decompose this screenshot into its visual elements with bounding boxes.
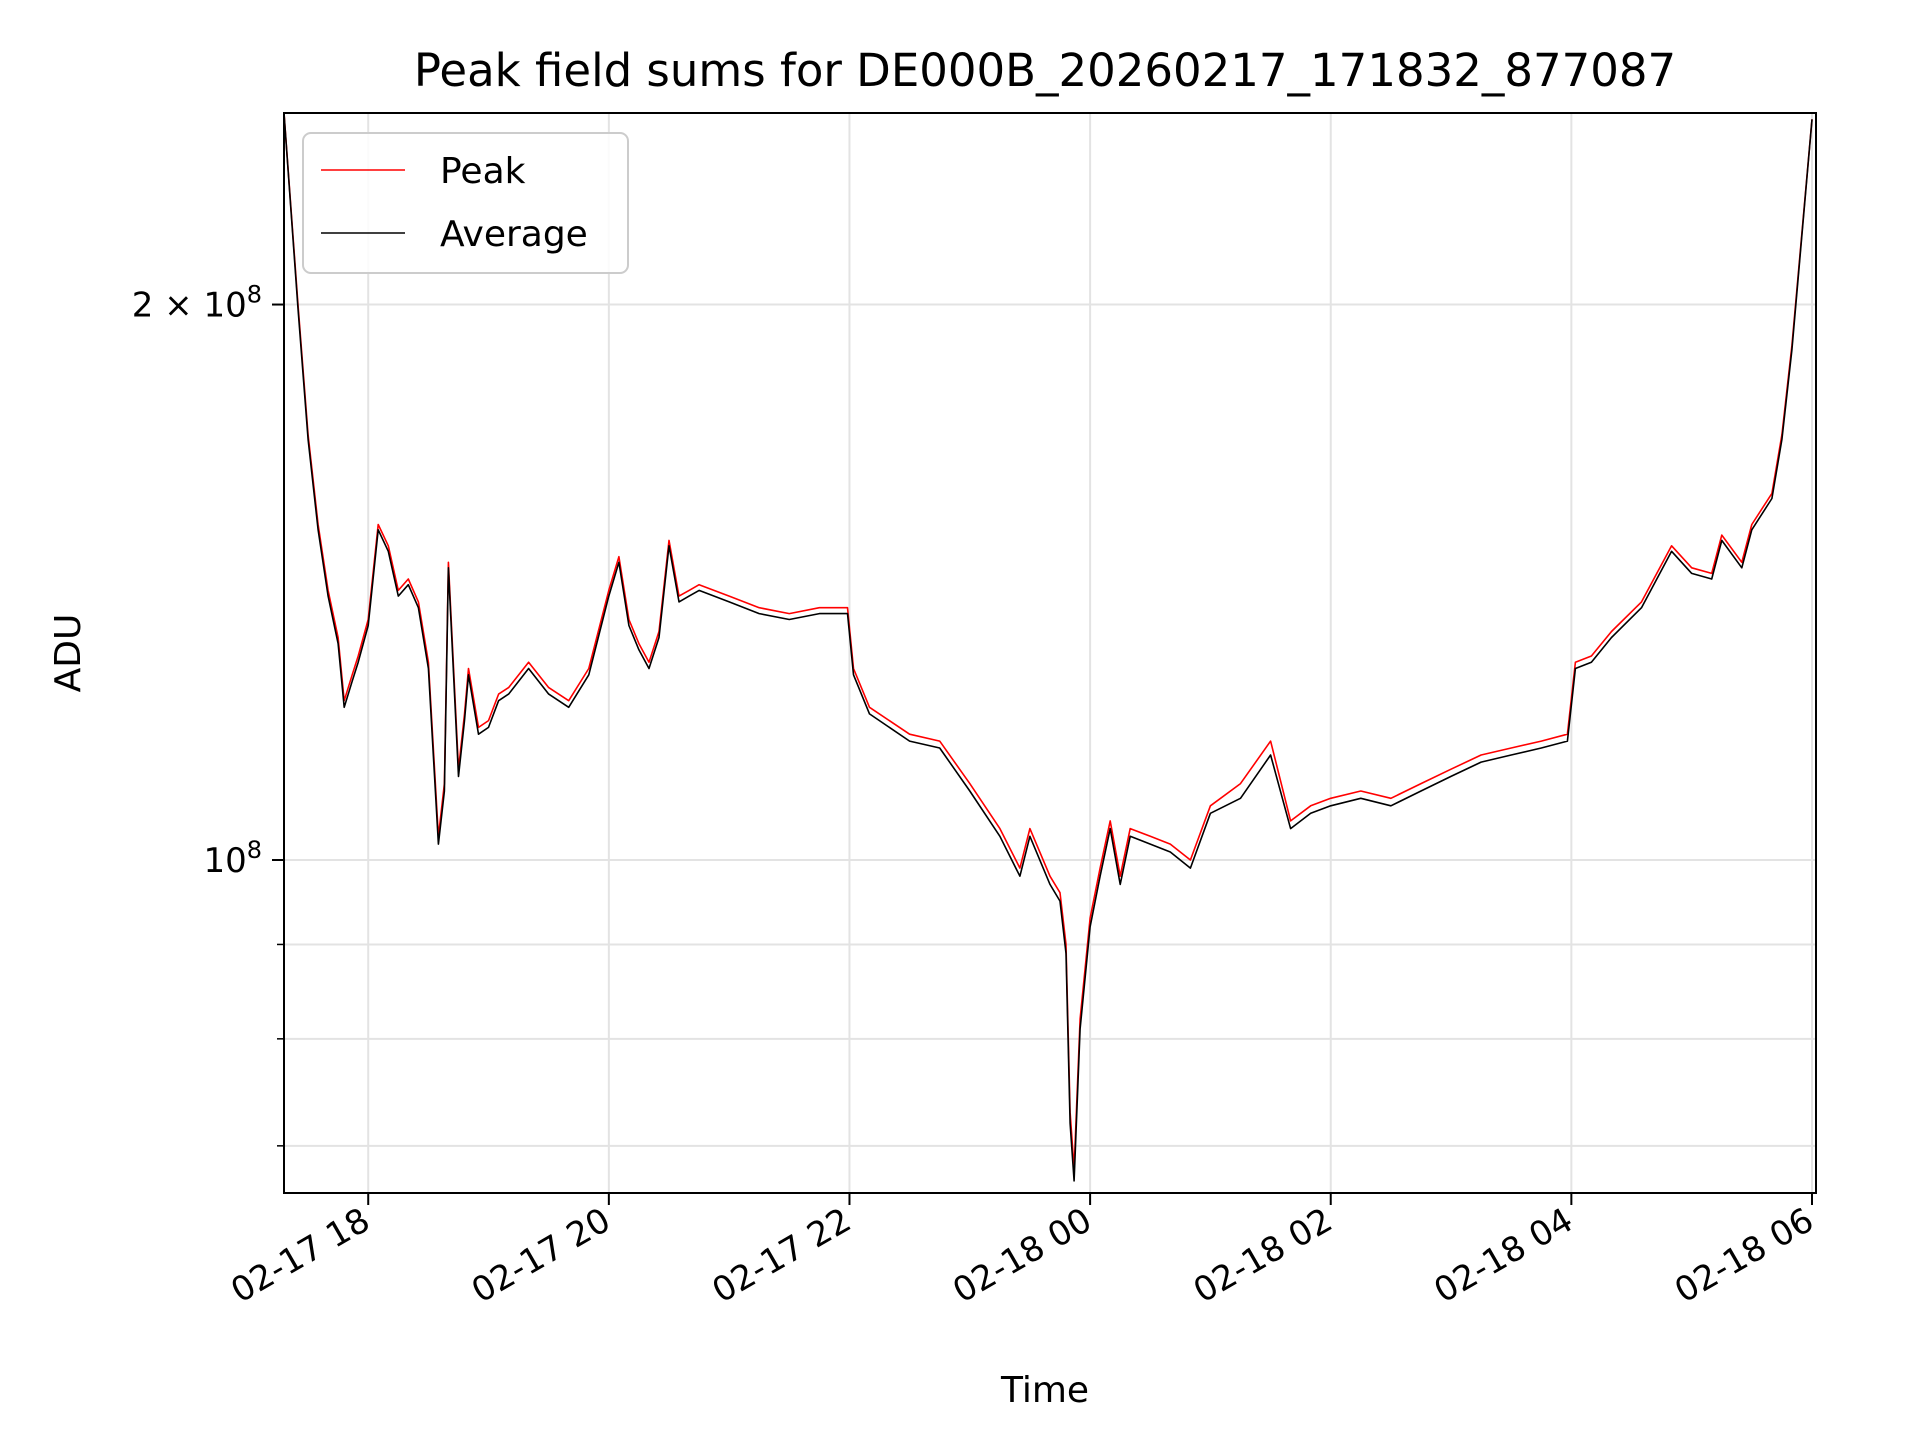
x-axis-label: Time [1000,1370,1089,1411]
legend: Peak Average [302,132,629,274]
plot-series [284,113,1813,1182]
grid-lines [284,113,1816,1193]
legend-label-average: Average [440,214,588,255]
legend-label-peak: Peak [440,151,526,192]
y-tick-label: 108 [203,836,262,881]
y-tick-label: 2 × 108 [132,281,262,326]
series-line-average [284,113,1813,1182]
legend-box [302,132,629,274]
plot-frame [283,112,1817,1194]
chart-title: Peak field sums for DE000B_20260217_1718… [414,44,1676,97]
y-axis-label: ADU [48,614,89,693]
